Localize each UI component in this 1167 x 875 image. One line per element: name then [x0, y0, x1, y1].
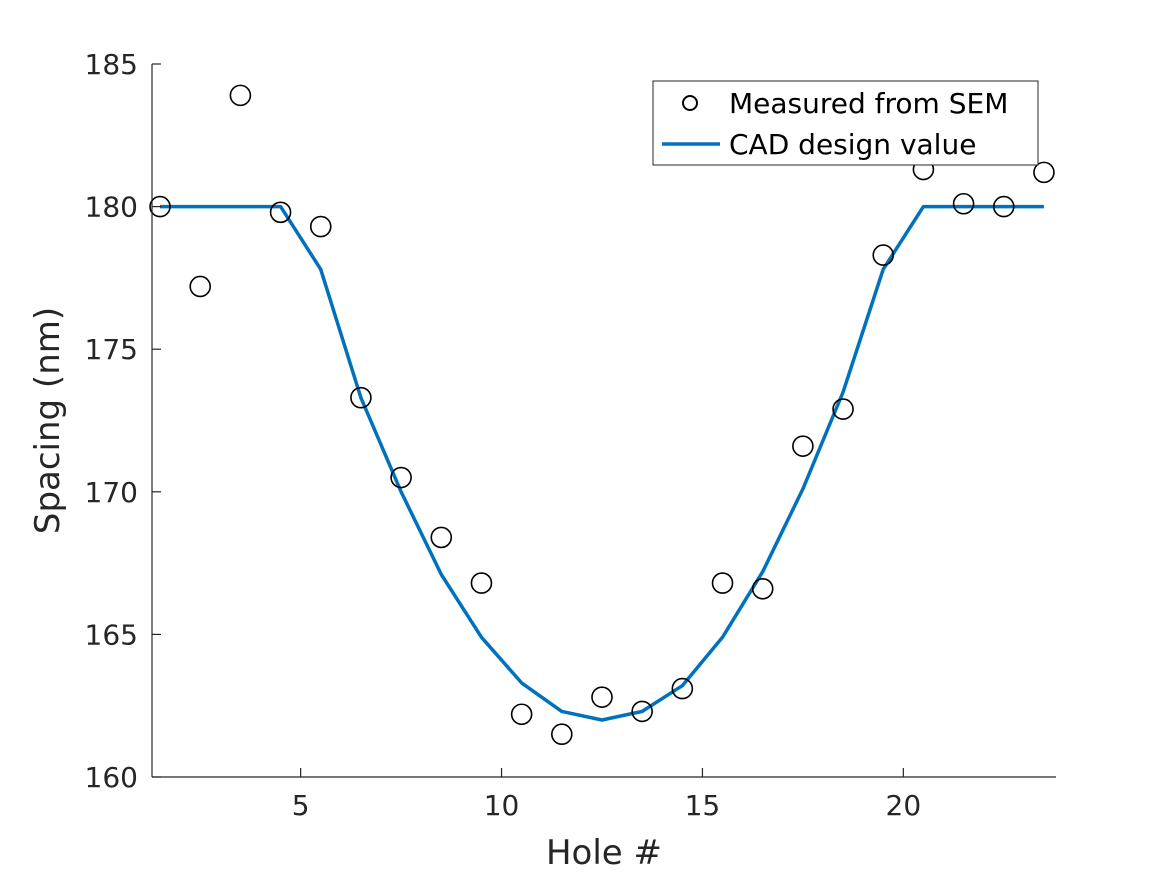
legend-label-cad: CAD design value: [729, 128, 976, 161]
plot-area: [149, 84, 1055, 746]
data-point-measured: [189, 275, 212, 298]
data-point-measured: [309, 215, 332, 238]
data-point-measured: [631, 700, 653, 723]
x-tick-label: 5: [292, 789, 310, 822]
data-point-measured: [149, 195, 171, 218]
legend-marker-measured: [682, 95, 698, 111]
data-point-measured: [470, 572, 493, 594]
data-point-measured: [832, 398, 854, 420]
data-point-measured: [751, 577, 774, 600]
data-point-measured: [551, 723, 573, 746]
legend-label-measured: Measured from SEM: [729, 87, 1008, 120]
legend: Measured from SEM CAD design value: [652, 80, 1039, 166]
legend-box: [652, 80, 1039, 166]
y-tick-label: 175: [85, 333, 138, 366]
data-point-measured: [711, 572, 734, 594]
series-line-cad: [160, 204, 1044, 722]
data-point-measured: [992, 195, 1015, 218]
data-point-measured: [952, 192, 975, 215]
y-tick-label: 170: [85, 476, 138, 509]
data-point-measured: [792, 435, 814, 457]
data-point-measured: [671, 677, 694, 700]
y-tick-label: 165: [85, 618, 138, 651]
data-point-measured: [510, 703, 533, 726]
data-point-measured: [1033, 161, 1055, 184]
data-point-measured: [872, 244, 895, 266]
data-point-measured: [390, 466, 412, 489]
axes: 5 10 15 20 160 165 170 175 180 185: [85, 48, 1056, 822]
y-tick-label: 180: [85, 191, 138, 224]
y-axis-title: Spacing (nm): [28, 307, 68, 534]
x-axis-title: Hole #: [546, 833, 662, 873]
data-point-measured: [269, 201, 292, 224]
y-tick-label: 160: [85, 761, 138, 794]
x-tick-label: 20: [886, 789, 922, 822]
data-point-measured: [350, 386, 372, 409]
data-point-measured: [430, 526, 453, 549]
x-tick-label: 10: [484, 789, 520, 822]
y-tick-label: 185: [85, 48, 138, 81]
x-tick-label: 15: [685, 789, 721, 822]
data-point-measured: [229, 84, 252, 107]
data-point-measured: [591, 686, 613, 708]
